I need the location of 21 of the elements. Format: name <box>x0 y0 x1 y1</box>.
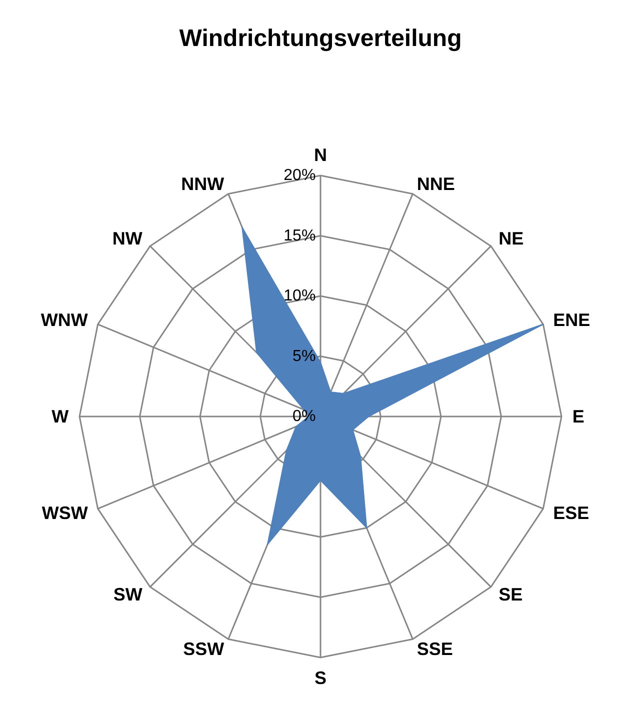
y-tick-label: 5% <box>292 348 316 365</box>
spoke-label: NNW <box>181 174 224 194</box>
spoke-label: NE <box>498 228 524 248</box>
spoke-label: E <box>572 406 584 426</box>
y-tick-label: 20% <box>284 167 316 184</box>
y-tick-label: 15% <box>284 227 316 244</box>
spoke-label: ESE <box>553 502 590 523</box>
spoke-label: W <box>52 406 69 426</box>
y-tick-label: 10% <box>284 288 316 304</box>
spoke-label: S <box>314 668 327 688</box>
spoke-label: SE <box>498 584 523 605</box>
spoke-label: SW <box>113 584 142 605</box>
spoke-label: NW <box>112 228 142 248</box>
spoke-label: WNW <box>40 310 88 330</box>
spoke-label: SSE <box>416 639 453 660</box>
spoke-label: ENE <box>553 310 590 330</box>
spoke-label: NNE <box>416 174 455 194</box>
spoke-label: N <box>314 145 327 166</box>
spoke-label: SSW <box>183 639 224 660</box>
chart-title: Windrichtungsverteilung <box>179 25 462 52</box>
spoke-label: WSW <box>42 502 88 523</box>
